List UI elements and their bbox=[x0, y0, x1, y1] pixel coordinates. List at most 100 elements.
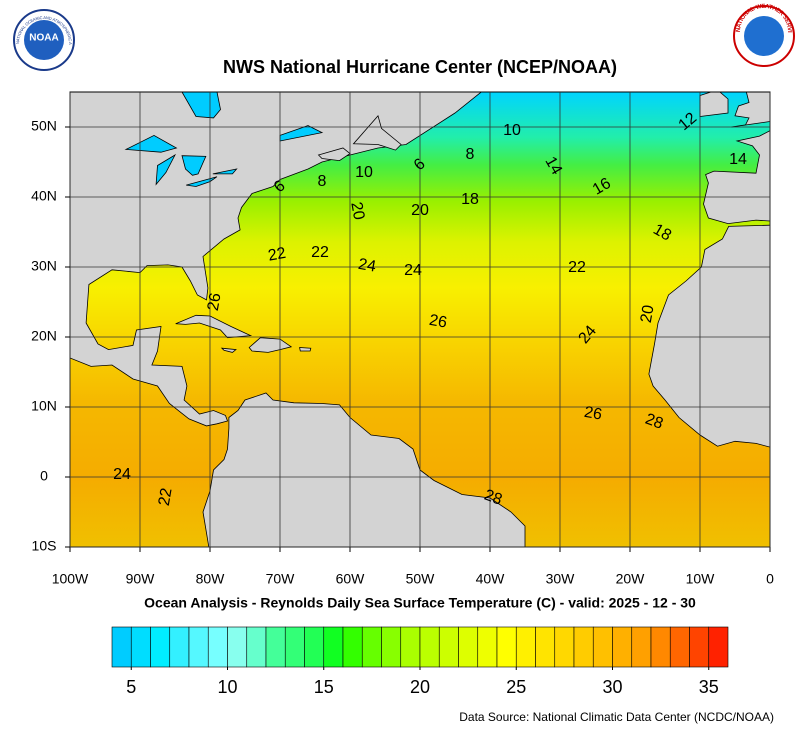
colorbar-swatch bbox=[573, 626, 594, 668]
colorbar-swatch bbox=[496, 626, 517, 668]
lake-michigan bbox=[155, 153, 177, 186]
title: NWS National Hurricane Center (NCEP/NOAA… bbox=[223, 57, 617, 77]
contour-label: 18 bbox=[461, 191, 479, 208]
colorbar-swatch bbox=[650, 626, 671, 668]
contour-label: 20 bbox=[347, 201, 367, 222]
newfoundland bbox=[352, 114, 402, 151]
y-tick-label: 30N bbox=[31, 258, 57, 274]
colorbar-swatch bbox=[265, 626, 286, 668]
colorbar-swatch bbox=[342, 626, 363, 668]
contour-label: 8 bbox=[318, 173, 327, 190]
colorbar-swatch bbox=[130, 626, 151, 668]
colorbar-label: 25 bbox=[506, 677, 526, 697]
colorbar-label: 30 bbox=[602, 677, 622, 697]
north-america bbox=[70, 92, 482, 427]
colorbar-swatch bbox=[227, 626, 248, 668]
y-tick-label: 40N bbox=[31, 188, 57, 204]
europe bbox=[703, 130, 770, 225]
colorbar-swatch bbox=[708, 626, 729, 668]
x-tick-label: 90W bbox=[126, 571, 156, 587]
x-tick-label: 30W bbox=[546, 571, 576, 587]
colorbar-swatch bbox=[150, 626, 171, 668]
contour-label: 8 bbox=[466, 146, 475, 163]
colorbar-swatch bbox=[515, 626, 536, 668]
contour-label: 20 bbox=[638, 304, 658, 325]
x-tick-label: 40W bbox=[476, 571, 506, 587]
contour-label: 10 bbox=[355, 164, 373, 181]
hispaniola bbox=[248, 337, 293, 353]
noaa-logo-text: NOAA bbox=[29, 33, 58, 44]
contour-label: 26 bbox=[428, 312, 449, 332]
lake-superior bbox=[124, 134, 178, 153]
y-tick-label: 0 bbox=[40, 468, 48, 484]
colorbar-label: 15 bbox=[314, 677, 334, 697]
colorbar-swatch bbox=[631, 626, 652, 668]
contour-label: 14 bbox=[729, 151, 747, 168]
x-tick-label: 80W bbox=[196, 571, 226, 587]
contour-label: 14 bbox=[541, 154, 565, 178]
colorbar-swatch bbox=[323, 626, 344, 668]
contour-label: 24 bbox=[113, 466, 131, 483]
colorbar-swatch bbox=[284, 626, 305, 668]
x-tick-label: 100W bbox=[52, 571, 89, 587]
source: Data Source: National Climatic Data Cent… bbox=[459, 710, 774, 724]
colorbar-swatch bbox=[612, 626, 633, 668]
colorbar-swatch bbox=[246, 626, 267, 668]
contour-label: 22 bbox=[311, 244, 329, 261]
contour-label: 24 bbox=[404, 262, 422, 279]
contour-label: 18 bbox=[650, 221, 674, 245]
y-tick-label: 10S bbox=[32, 538, 57, 554]
contour-label: 28 bbox=[482, 487, 505, 509]
colorbar-swatch bbox=[458, 626, 479, 668]
contour-label: 20 bbox=[411, 202, 429, 219]
lake-huron bbox=[181, 155, 207, 176]
x-tick-label: 50W bbox=[406, 571, 436, 587]
nws-ring-text: NATIONAL WEATHER SERVICE bbox=[0, 0, 792, 33]
colorbar-swatch bbox=[304, 626, 325, 668]
great-britain bbox=[731, 92, 770, 128]
contour-label: 22 bbox=[156, 487, 176, 508]
contour-label: 22 bbox=[267, 245, 288, 265]
x-tick-label: 10W bbox=[686, 571, 716, 587]
puerto-rico bbox=[299, 347, 312, 352]
colorbar-swatch bbox=[111, 626, 132, 668]
colorbar-swatch bbox=[535, 626, 556, 668]
colorbar-swatch bbox=[477, 626, 498, 668]
contour-label: 24 bbox=[357, 256, 378, 276]
y-tick-label: 20N bbox=[31, 328, 57, 344]
colorbar-swatch bbox=[188, 626, 209, 668]
contour-label: 28 bbox=[643, 411, 666, 433]
colorbar-swatch bbox=[689, 626, 710, 668]
x-tick-label: 60W bbox=[336, 571, 366, 587]
colorbar-label: 5 bbox=[126, 677, 136, 697]
x-tick-label: 20W bbox=[616, 571, 646, 587]
nova-scotia-island bbox=[317, 147, 351, 162]
colorbar-swatch bbox=[400, 626, 421, 668]
contour-label: 22 bbox=[568, 259, 586, 276]
contour-label: 10 bbox=[503, 122, 521, 139]
jamaica bbox=[220, 347, 237, 353]
colorbar-label: 10 bbox=[217, 677, 237, 697]
colorbar-label: 35 bbox=[699, 677, 719, 697]
nws-logo-inner bbox=[744, 16, 784, 56]
nws-ring-path: NATIONAL WEATHER SERVICE bbox=[0, 0, 792, 33]
colorbar-swatch bbox=[381, 626, 402, 668]
colorbar-swatch bbox=[438, 626, 459, 668]
caption: Ocean Analysis - Reynolds Daily Sea Surf… bbox=[144, 595, 696, 611]
colorbar-swatch bbox=[669, 626, 690, 668]
colorbar-swatch bbox=[419, 626, 440, 668]
colorbar-swatch bbox=[169, 626, 190, 668]
contour-label: 16 bbox=[590, 175, 614, 199]
contour-label: 26 bbox=[583, 404, 604, 424]
y-tick-label: 10N bbox=[31, 398, 57, 414]
colorbar-swatch bbox=[554, 626, 575, 668]
hudson-bay bbox=[181, 92, 221, 119]
lake-ontario bbox=[212, 168, 238, 175]
x-tick-label: 70W bbox=[266, 571, 296, 587]
colorbar-swatch bbox=[207, 626, 228, 668]
colorbar-label: 20 bbox=[410, 677, 430, 697]
colorbar-swatch bbox=[361, 626, 382, 668]
contour-label: 26 bbox=[205, 292, 225, 313]
